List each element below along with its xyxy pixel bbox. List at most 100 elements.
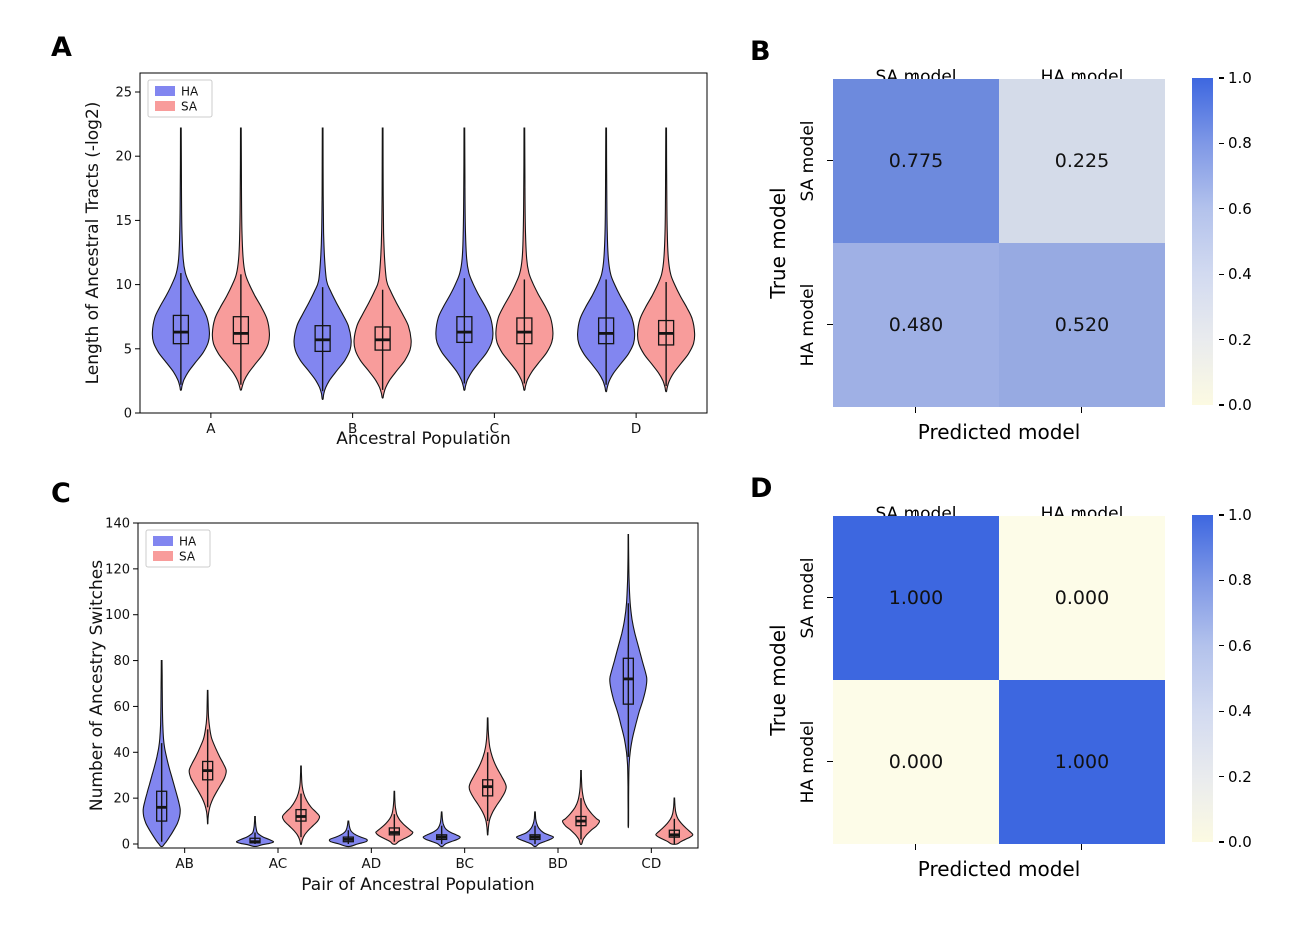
y-tick-label: 20 bbox=[115, 150, 132, 165]
box-HA-A bbox=[172, 314, 190, 345]
x-tick-label: C bbox=[490, 421, 499, 437]
legend-box bbox=[147, 79, 213, 118]
colorbar-tick-label: 0.2 bbox=[1228, 330, 1252, 349]
colorbar bbox=[1192, 515, 1213, 842]
panel-label-b: B bbox=[750, 36, 771, 67]
colorbar-tick-label: 0.0 bbox=[1228, 833, 1252, 851]
panel-c-violin-chart: 0 20 40 60 80 100 120 140 AB AC AD BC BD CD Pair of An… bbox=[87, 517, 699, 895]
y-tick-label: 80 bbox=[113, 654, 130, 669]
row-header-ha-model: HA model bbox=[798, 283, 818, 367]
colorbar-tick-label: 0.4 bbox=[1228, 702, 1252, 721]
panel-b-confusion-matrix: B SA model HA model 0.775 0.225 0.480 0.… bbox=[720, 20, 1299, 472]
x-tick-label: B bbox=[348, 421, 357, 437]
x-axis-label: Ancestral Population bbox=[336, 429, 511, 449]
x-tick-label: BC bbox=[455, 856, 473, 872]
confusion-matrix-d: 1.000 0.000 0.000 1.000 bbox=[833, 516, 1165, 844]
colorbar-tick-mark bbox=[1219, 338, 1224, 341]
y-tick-label: 10 bbox=[115, 278, 132, 293]
confusion-matrix-b: 0.775 0.225 0.480 0.520 bbox=[833, 79, 1165, 407]
cell-value: 0.000 bbox=[1054, 587, 1110, 609]
violin-HA-C bbox=[435, 127, 494, 391]
colorbar-tick-label: 0.6 bbox=[1228, 636, 1252, 655]
violin-HA-AC bbox=[235, 815, 275, 848]
y-tick-label: 0 bbox=[124, 407, 132, 422]
matrix-cell-ha-sa: 0.000 bbox=[833, 680, 999, 844]
legend-swatch-HA bbox=[155, 86, 175, 96]
row-header-ha-model: HA model bbox=[798, 720, 818, 804]
colorbar-tick-label: 0.2 bbox=[1228, 767, 1252, 786]
violin-HA-A bbox=[151, 127, 211, 391]
colorbar-tick-mark bbox=[1219, 404, 1224, 406]
x-tick-label: BD bbox=[548, 856, 568, 872]
colorbar-tick-label: 0.8 bbox=[1228, 571, 1252, 590]
legend-swatch-SA bbox=[155, 101, 175, 111]
box-HA-CD bbox=[622, 657, 634, 705]
x-axis-label: Predicted model bbox=[917, 857, 1081, 881]
y-tick-label: 5 bbox=[124, 342, 132, 357]
cell-value: 0.520 bbox=[1054, 314, 1110, 336]
y-tick-label: 25 bbox=[115, 86, 132, 101]
y-tick-label: 20 bbox=[113, 792, 130, 807]
y-tick-label: 15 bbox=[115, 214, 132, 229]
x-axis-label: Predicted model bbox=[917, 420, 1081, 444]
legend-label-HA: HA bbox=[181, 85, 199, 99]
box-HA-C bbox=[456, 316, 473, 344]
x-tick-label: AB bbox=[175, 856, 194, 872]
cell-value: 0.775 bbox=[888, 150, 944, 172]
cell-value: 0.480 bbox=[888, 314, 944, 336]
colorbar-tick-mark bbox=[1219, 273, 1224, 275]
y-axis-label: Length of Ancestral Tracts (-log2) bbox=[83, 102, 103, 385]
tick-mark bbox=[915, 844, 917, 850]
matrix-cell-sa-ha: 0.225 bbox=[999, 79, 1165, 243]
x-axis-label: Pair of Ancestral Population bbox=[301, 875, 534, 895]
cell-value: 1.000 bbox=[1054, 751, 1110, 773]
y-tick-label: 140 bbox=[105, 517, 130, 532]
tick-mark bbox=[915, 407, 917, 413]
colorbar-tick-mark bbox=[1219, 77, 1224, 79]
panel-label-a: A bbox=[51, 32, 72, 63]
matrix-cell-sa-ha: 0.000 bbox=[999, 516, 1165, 680]
legend-swatch-HA bbox=[153, 536, 173, 546]
violin-HA-D bbox=[576, 127, 636, 393]
colorbar-tick-mark bbox=[1219, 514, 1224, 516]
colorbar-tick-mark bbox=[1219, 579, 1224, 582]
tick-mark bbox=[915, 510, 917, 516]
colorbar-tick-label: 1.0 bbox=[1228, 69, 1252, 87]
colorbar-tick-label: 0.4 bbox=[1228, 265, 1252, 284]
y-tick-label: 100 bbox=[105, 608, 130, 623]
x-tick-label: AD bbox=[362, 856, 382, 872]
x-tick-label: CD bbox=[641, 856, 661, 872]
colorbar-tick-mark bbox=[1219, 710, 1224, 712]
panel-d-confusion-matrix: D SA model HA model 1.000 0.000 0.000 1.… bbox=[720, 457, 1299, 909]
tick-mark bbox=[827, 761, 833, 763]
legend-box bbox=[145, 529, 211, 568]
matrix-cell-ha-sa: 0.480 bbox=[833, 243, 999, 407]
colorbar-tick-mark bbox=[1219, 208, 1224, 210]
legend-label-HA: HA bbox=[179, 535, 197, 549]
colorbar-tick-label: 1.0 bbox=[1228, 506, 1252, 524]
cell-value: 0.000 bbox=[888, 751, 944, 773]
tick-mark bbox=[1081, 407, 1083, 413]
colorbar-tick-label: 0.8 bbox=[1228, 134, 1252, 153]
y-axis-label: Number of Ancestry Switches bbox=[87, 560, 107, 811]
tick-mark bbox=[1081, 510, 1083, 516]
panel-a-violin-chart: 0 5 10 15 20 25 A B C D Ancestral Population Length… bbox=[83, 72, 708, 449]
row-header-sa-model: SA model bbox=[798, 557, 818, 639]
tick-mark bbox=[1081, 844, 1083, 850]
y-axis-label: True model bbox=[766, 187, 790, 299]
matrix-cell-ha-ha: 1.000 bbox=[999, 680, 1165, 844]
tick-mark bbox=[827, 160, 833, 162]
panel-label-d: D bbox=[750, 473, 773, 504]
axes-frame bbox=[139, 72, 708, 414]
tick-mark bbox=[827, 597, 833, 599]
matrix-cell-ha-ha: 0.520 bbox=[999, 243, 1165, 407]
colorbar-tick-label: 0.6 bbox=[1228, 199, 1252, 218]
y-tick-label: 40 bbox=[113, 746, 130, 761]
tick-mark bbox=[827, 324, 833, 326]
colorbar-tick-mark bbox=[1219, 775, 1224, 778]
cell-value: 1.000 bbox=[888, 587, 944, 609]
colorbar-tick-mark bbox=[1219, 142, 1224, 145]
legend-label-SA: SA bbox=[181, 100, 198, 114]
box-HA-D bbox=[597, 317, 615, 345]
